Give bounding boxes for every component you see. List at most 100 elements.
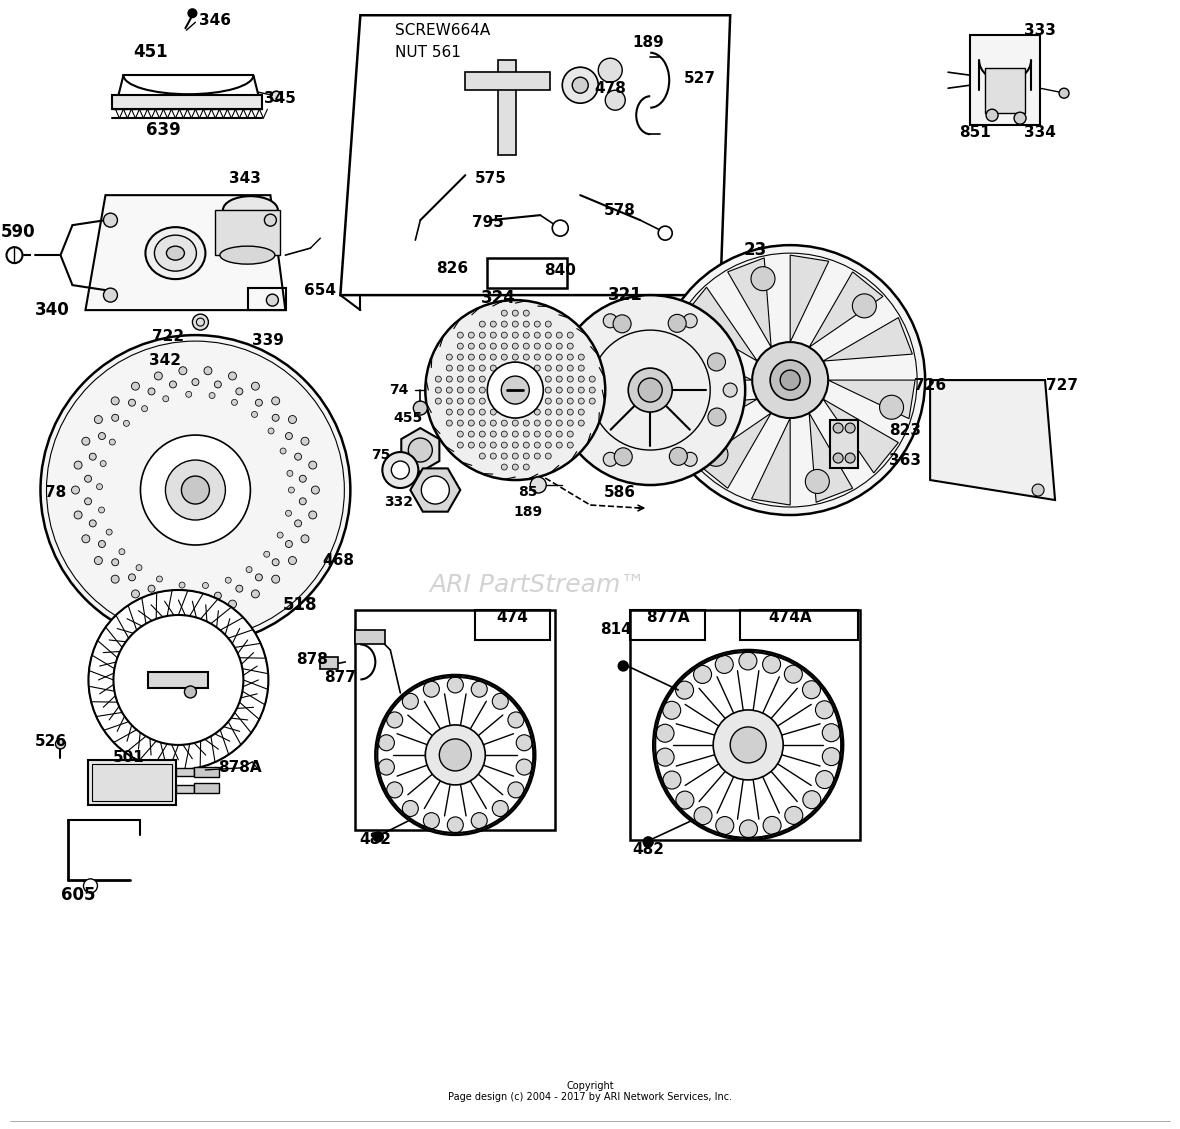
Circle shape [656,724,674,742]
Circle shape [708,353,726,371]
Polygon shape [340,15,730,295]
Circle shape [479,453,485,460]
Circle shape [655,245,925,515]
Circle shape [523,443,530,448]
Circle shape [545,355,551,360]
Circle shape [479,376,485,382]
Circle shape [402,800,419,816]
Circle shape [136,564,142,570]
Circle shape [535,399,540,404]
Circle shape [447,677,464,693]
Circle shape [677,341,701,365]
Circle shape [833,423,844,434]
Bar [831,420,858,469]
Text: 23: 23 [743,242,767,260]
Circle shape [556,295,746,485]
Circle shape [301,437,309,445]
Circle shape [100,461,106,466]
Circle shape [280,448,286,454]
Circle shape [155,371,163,380]
Bar [216,210,281,255]
Circle shape [491,420,497,426]
Circle shape [192,595,199,602]
Circle shape [578,387,584,393]
Circle shape [458,399,464,404]
Text: 339: 339 [253,333,284,348]
Circle shape [545,332,551,338]
Circle shape [479,443,485,448]
Circle shape [730,727,766,763]
Circle shape [740,820,758,838]
Circle shape [84,878,98,893]
Text: NUT 561: NUT 561 [395,45,461,60]
Circle shape [568,355,573,360]
Polygon shape [824,317,912,361]
Polygon shape [85,195,286,310]
Circle shape [446,365,452,371]
Circle shape [568,376,573,382]
Circle shape [568,443,573,448]
Circle shape [568,409,573,415]
Bar [476,610,550,640]
Circle shape [578,420,584,426]
Circle shape [512,355,518,360]
Circle shape [439,738,471,771]
Circle shape [556,365,562,371]
Circle shape [277,532,283,539]
Circle shape [502,343,507,349]
Circle shape [523,453,530,460]
Polygon shape [401,428,439,472]
Circle shape [502,387,507,393]
Circle shape [229,371,236,380]
Circle shape [446,409,452,415]
Circle shape [468,365,474,371]
Circle shape [713,710,784,780]
Text: 189: 189 [632,35,664,50]
Circle shape [683,314,697,327]
Circle shape [658,226,673,240]
Text: 346: 346 [199,12,231,28]
Circle shape [215,380,222,388]
Circle shape [479,343,485,349]
Bar [630,610,860,840]
Circle shape [468,399,474,404]
Circle shape [7,247,22,263]
Circle shape [229,601,236,609]
Text: 826: 826 [437,261,468,275]
Circle shape [572,77,589,94]
Bar [195,767,219,777]
Circle shape [523,387,530,393]
Circle shape [535,355,540,360]
Circle shape [458,431,464,437]
Circle shape [479,399,485,404]
Circle shape [502,464,507,470]
Text: 474A: 474A [768,611,812,625]
Circle shape [780,370,800,391]
Circle shape [479,321,485,327]
Circle shape [512,310,518,316]
Bar [195,782,219,793]
Circle shape [739,651,756,669]
Circle shape [112,414,119,421]
Text: 578: 578 [604,202,636,218]
Text: 654: 654 [304,282,336,298]
Circle shape [502,376,507,382]
Circle shape [264,551,270,558]
Circle shape [638,378,662,402]
Text: ARI PartStream™: ARI PartStream™ [430,572,645,597]
Circle shape [523,321,530,327]
Circle shape [694,807,712,824]
Circle shape [605,90,625,111]
Circle shape [598,59,622,82]
Circle shape [468,409,474,415]
Circle shape [163,396,169,402]
Polygon shape [728,257,772,348]
Circle shape [148,388,155,395]
Text: 332: 332 [384,495,413,509]
Circle shape [255,400,262,406]
Circle shape [535,343,540,349]
Circle shape [170,380,177,388]
Circle shape [468,443,474,448]
Circle shape [215,592,222,599]
Circle shape [845,423,856,434]
